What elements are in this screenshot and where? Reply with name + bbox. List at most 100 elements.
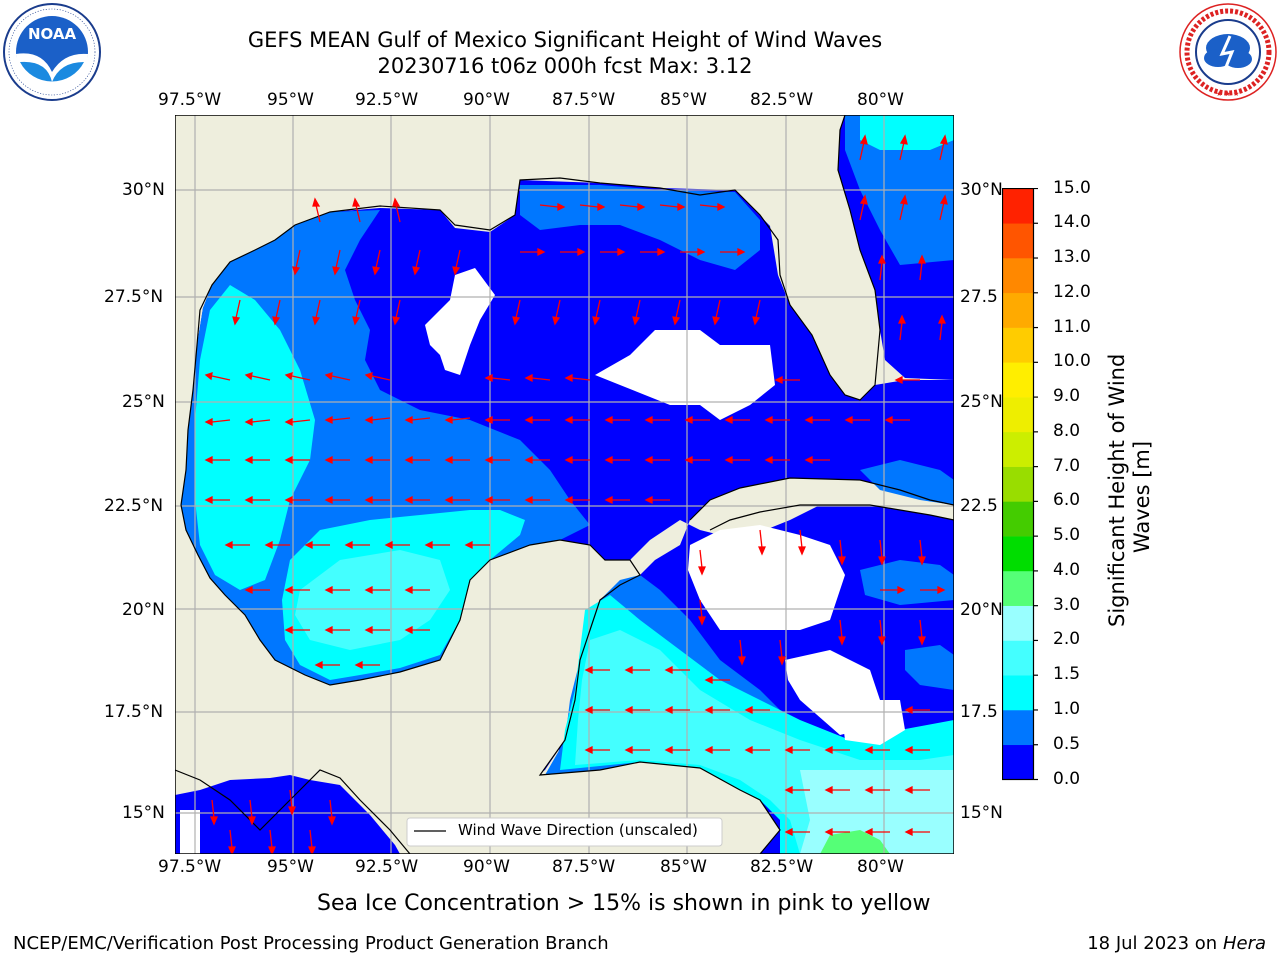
lon-tick-bottom: 97.5°W [158, 857, 222, 877]
arrow-row [210, 789, 336, 854]
no-data-area [840, 700, 905, 745]
lat-tick-left: 22.5°N [104, 496, 164, 516]
colorbar-bin [1002, 397, 1034, 433]
lat-tick-right: 17.5 [960, 702, 998, 722]
arrow-row [204, 415, 910, 427]
colorbar-label-line1: Significant Height of Wind [1105, 353, 1129, 627]
lat-tick-left: 30°N [122, 180, 165, 200]
footer-left: NCEP/EMC/Verification Post Processing Pr… [13, 933, 609, 954]
colorbar-tick-label: 5.0 [1053, 525, 1081, 546]
colorbar-tick-label: 2.0 [1053, 629, 1081, 650]
lon-tick-bottom: 90°W [463, 857, 510, 877]
map-panel [175, 115, 954, 854]
colorbar-tick-label: 8.0 [1053, 420, 1081, 441]
arrow-row [204, 372, 920, 385]
lat-tick-left: 20°N [122, 600, 165, 620]
legend-label: Wind Wave Direction (unscaled) [458, 821, 698, 839]
wind-wave-arrows [204, 134, 948, 854]
colorbar-tick-label: 10.0 [1053, 351, 1091, 372]
colorbar-tick-label: 4.0 [1053, 559, 1081, 580]
colorbar-bin [1002, 640, 1034, 676]
arrow-row [312, 197, 726, 223]
wave-band-3.0-4.0 [820, 830, 890, 854]
noaa-logo-text: NOAA [28, 25, 77, 43]
colorbar-bin [1002, 536, 1034, 572]
sea-ice-note: Sea Ice Concentration > 15% is shown in … [317, 891, 931, 916]
arrow-row [204, 495, 670, 505]
lat-tick-right: 22.5 [960, 496, 998, 516]
coastlines [175, 115, 954, 854]
lon-tick-top: 82.5°W [750, 90, 814, 110]
lat-tick-right: 27.5 [960, 287, 998, 307]
arrow-row [698, 529, 946, 666]
colorbar-bin [1002, 605, 1034, 641]
colorbar-bin [1002, 744, 1034, 780]
lon-tick-bottom: 85°W [660, 857, 707, 877]
lat-tick-right: 20°N [960, 600, 1003, 620]
colorbar-tick-label: 1.5 [1053, 664, 1081, 685]
wave-band-1.0-1.5 [860, 115, 954, 150]
lon-tick-top: 90°W [463, 90, 510, 110]
no-data-area [688, 525, 845, 630]
svg-text:★ ★ ★: ★ ★ ★ [1216, 90, 1239, 98]
no-data-area [595, 330, 775, 420]
colorbar-tick-label: 9.0 [1053, 386, 1081, 407]
chart-subtitle: 20230716 t06z 000h fcst Max: 3.12 [377, 54, 753, 78]
wave-band-0.5-1.0 [905, 645, 954, 690]
wave-band-0.5-1.0 [181, 210, 590, 685]
colorbar-tick-label: 15.0 [1053, 177, 1091, 198]
colorbar-label-line2: Waves [m] [1130, 440, 1154, 554]
map-legend [406, 817, 723, 847]
colorbar-bin [1002, 709, 1034, 746]
lon-tick-bottom: 87.5°W [552, 857, 616, 877]
colorbar-bin [1002, 675, 1034, 711]
colorbar-tick-label: 11.0 [1053, 316, 1091, 337]
colorbar-tick-label: 0.5 [1053, 733, 1081, 754]
wave-band-1.5-2.0 [295, 550, 450, 650]
chart-title: GEFS MEAN Gulf of Mexico Significant Hei… [247, 28, 883, 52]
arrow-row [584, 665, 930, 837]
noaa-logo: NOAA [3, 3, 101, 101]
colorbar-bin [1002, 292, 1034, 328]
colorbar-tick-label: 0.0 [1053, 768, 1081, 789]
arrow-row [232, 299, 761, 326]
lon-tick-top: 95°W [267, 90, 314, 110]
lon-tick-bottom: 80°W [857, 857, 904, 877]
lat-tick-left: 15°N [122, 803, 165, 823]
arrow-row [224, 540, 490, 550]
arrow-row [859, 134, 948, 341]
colorbar-tick-label: 1.0 [1053, 698, 1081, 719]
footer-host: Hera [1222, 933, 1266, 954]
lon-tick-top: 87.5°W [552, 90, 616, 110]
footer-date: 18 Jul 2023 on [1087, 933, 1223, 954]
lon-tick-top: 97.5°W [158, 90, 222, 110]
no-data-area [425, 268, 495, 375]
lat-tick-right: 25°N [960, 392, 1003, 412]
colorbar-tick-label: 6.0 [1053, 490, 1081, 511]
colorbar-bin [1002, 501, 1034, 537]
footer-right: 18 Jul 2023 on Hera [1087, 933, 1266, 954]
pacific-water [175, 775, 400, 854]
colorbar-bin [1002, 223, 1034, 259]
colorbar-tick-label: 12.0 [1053, 281, 1091, 302]
gridlines [175, 115, 954, 854]
colorbar-tick-label: 7.0 [1053, 455, 1081, 476]
colorbar-bin [1002, 327, 1034, 363]
lon-tick-bottom: 92.5°W [355, 857, 419, 877]
arrow-row [292, 247, 746, 276]
lat-tick-right: 30°N [960, 180, 1003, 200]
wave-band-0.5-1.0 [520, 185, 760, 270]
wave-band-1.0-1.5 [195, 285, 315, 590]
colorbar [1002, 188, 1038, 781]
lon-tick-top: 80°W [857, 90, 904, 110]
colorbar-bin [1002, 188, 1034, 224]
lat-tick-left: 25°N [122, 392, 165, 412]
colorbar-bin [1002, 431, 1034, 467]
arrow-row [204, 455, 830, 465]
lat-tick-left: 27.5°N [104, 287, 164, 307]
colorbar-label: Significant Height of Wind Waves [m] [1105, 353, 1155, 627]
colorbar-bin [1002, 570, 1034, 606]
no-data-area [180, 810, 200, 854]
lon-tick-bottom: 82.5°W [750, 857, 814, 877]
colorbar-tick-label: 3.0 [1053, 594, 1081, 615]
